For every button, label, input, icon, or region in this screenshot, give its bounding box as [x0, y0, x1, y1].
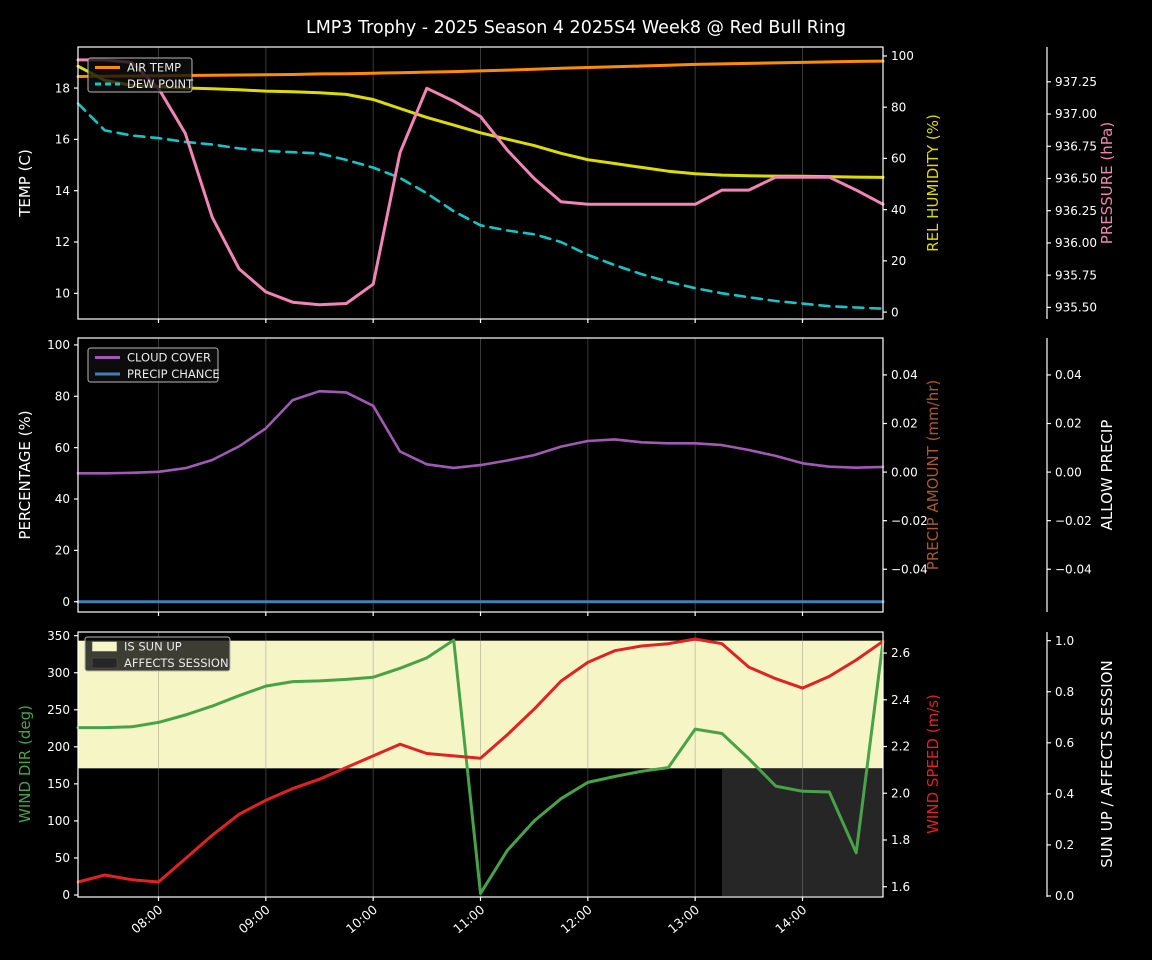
- dew-point-legend-label: DEW POINT: [127, 77, 194, 91]
- pressure-tick-label: 937.00: [1055, 107, 1097, 121]
- sun-tick-label: 0.6: [1055, 736, 1074, 750]
- humidity-tick-label: 80: [891, 100, 906, 114]
- sun-tick-label: 0.2: [1055, 838, 1074, 852]
- cloud-cover-line: [76, 389, 885, 475]
- pressure-tick-label: 937.25: [1055, 75, 1097, 89]
- pressure-tick-label: 935.50: [1055, 301, 1097, 315]
- pressure-tick-label: 936.25: [1055, 204, 1097, 218]
- temp-tick-label: 10: [55, 287, 70, 301]
- humidity-tick-label: 100: [891, 49, 914, 63]
- wind-speed-tick-label: 2.2: [891, 740, 910, 754]
- sun-tick-label: 0.4: [1055, 787, 1074, 801]
- temp-tick-label: 18: [55, 81, 70, 95]
- precip-amount-tick-label: 0.04: [891, 368, 918, 382]
- pressure-tick-label: 936.75: [1055, 139, 1097, 153]
- wind-speed-tick-label: 1.8: [891, 833, 910, 847]
- temp-tick-label: 16: [55, 133, 70, 147]
- is-sun-up-legend-swatch: [91, 641, 118, 652]
- pressure-line: [76, 58, 885, 307]
- wind-dir-tick-label: 0: [62, 888, 70, 902]
- cloud-precip-panel-legend: CLOUD COVER PRECIP CHANCE: [87, 347, 220, 383]
- percentage-tick-label: 60: [55, 441, 70, 455]
- percentage-tick-label: 100: [47, 338, 70, 352]
- wind-dir-tick-label: 100: [47, 814, 70, 828]
- precip-amount-tick-label: −0.04: [891, 562, 928, 576]
- sun-tick-label: 1.0: [1055, 634, 1074, 648]
- air-temp-legend-label: AIR TEMP: [127, 61, 181, 75]
- allow-precip-axis-label: ALLOW PRECIP: [1098, 420, 1116, 531]
- wind-sun-panel-legend: IS SUN UP AFFECTS SESSION: [84, 636, 231, 672]
- sun-tick-label: 0.8: [1055, 685, 1074, 699]
- temp-tick-label: 12: [55, 235, 70, 249]
- wind-dir-tick-label: 50: [55, 851, 70, 865]
- percentage-tick-label: 40: [55, 492, 70, 506]
- precip-amount-tick-label: 0.02: [891, 417, 918, 431]
- wind-speed-tick-label: 2.4: [891, 693, 910, 707]
- allow-precip-tick-label: −0.04: [1055, 562, 1092, 576]
- allow-precip-tick-label: 0.00: [1055, 465, 1082, 479]
- temp-humidity-pressure-panel-legend: AIR TEMP DEW POINT: [87, 57, 194, 93]
- percentage-tick-label: 0: [62, 595, 70, 609]
- precip-chance-legend-label: PRECIP CHANCE: [127, 367, 220, 381]
- cloud-precip-panel: 0 20 40 60 80 100 −0.04 −0.02 0.00 0.02 0.04 −0.04 −…: [47, 337, 1092, 616]
- pressure-tick-label: 935.75: [1055, 268, 1097, 282]
- percentage-tick-label: 20: [55, 544, 70, 558]
- wind-speed-tick-label: 2.0: [891, 786, 910, 800]
- temp-tick-label: 14: [55, 184, 70, 198]
- humidity-tick-label: 0: [891, 305, 899, 319]
- wind-speed-line: [76, 637, 885, 884]
- rel-humidity-axis-label: REL HUMIDITY (%): [924, 114, 942, 252]
- dew-point-line: [76, 102, 885, 311]
- wind-dir-axis-label: WIND DIR (deg): [16, 705, 34, 823]
- wind-dir-tick-label: 200: [47, 740, 70, 754]
- wind-speed-axis-label: WIND SPEED (m/s): [924, 694, 942, 834]
- humidity-tick-label: 40: [891, 203, 906, 217]
- temp-axis-label: TEMP (C): [16, 149, 34, 218]
- temp-humidity-pressure-panel: 10 12 14 16 18 0 20 40 60 80 100 935.50 935.75 936.00…: [55, 46, 1097, 323]
- percentage-tick-label: 80: [55, 389, 70, 403]
- affects-session-legend-label: AFFECTS SESSION: [124, 656, 229, 670]
- sun-tick-label: 0.0: [1055, 889, 1074, 903]
- allow-precip-tick-label: 0.04: [1055, 368, 1082, 382]
- sun-up-axis-label: SUN UP / AFFECTS SESSION: [1098, 660, 1116, 868]
- affects-session-legend-swatch: [91, 657, 118, 669]
- wind-dir-line: [76, 638, 885, 895]
- rel-humidity-line: [76, 64, 885, 179]
- air-temp-line: [76, 59, 885, 78]
- allow-precip-tick-label: −0.02: [1055, 514, 1092, 528]
- legend-box: [87, 347, 219, 383]
- pressure-tick-label: 936.50: [1055, 172, 1097, 186]
- is-sun-up-legend-label: IS SUN UP: [124, 640, 182, 654]
- wind-dir-tick-label: 300: [47, 666, 70, 680]
- wind-dir-tick-label: 350: [47, 629, 70, 643]
- humidity-tick-label: 60: [891, 152, 906, 166]
- pressure-axis-label: PRESSURE (hPa): [1098, 122, 1116, 244]
- cloud-cover-legend-label: CLOUD COVER: [127, 351, 211, 365]
- affects-session-band: [722, 768, 883, 896]
- wind-dir-tick-label: 250: [47, 703, 70, 717]
- precip-amount-tick-label: −0.02: [891, 514, 928, 528]
- percentage-axis-label: PERCENTAGE (%): [16, 410, 34, 539]
- wind-speed-tick-label: 1.6: [891, 880, 910, 894]
- legend-box: [84, 636, 231, 672]
- wind-speed-tick-label: 2.6: [891, 646, 910, 660]
- pressure-tick-label: 936.00: [1055, 236, 1097, 250]
- wind-dir-tick-label: 150: [47, 777, 70, 791]
- precip-amount-axis-label: PRECIP AMOUNT (mm/hr): [924, 380, 942, 570]
- chart-title: LMP3 Trophy - 2025 Season 4 2025S4 Week8…: [306, 18, 846, 38]
- humidity-tick-label: 20: [891, 254, 906, 268]
- precip-amount-tick-label: 0.00: [891, 465, 918, 479]
- allow-precip-tick-label: 0.02: [1055, 417, 1082, 431]
